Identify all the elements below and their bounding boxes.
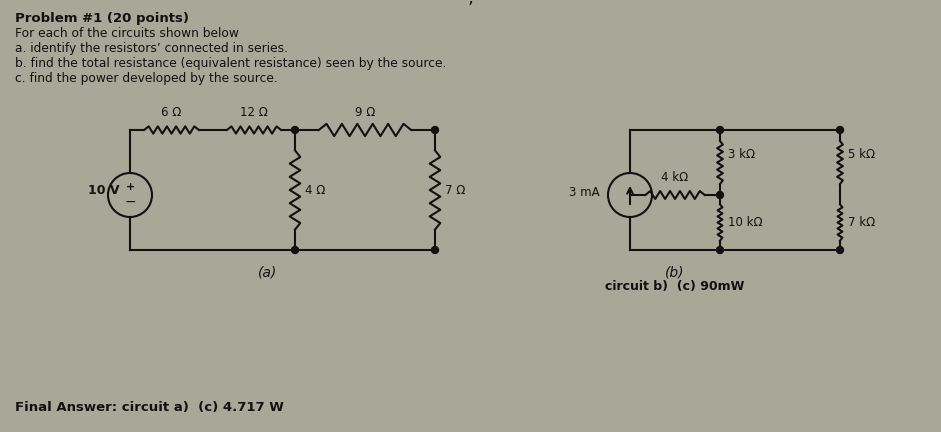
Circle shape [432,127,439,133]
Circle shape [432,247,439,254]
Text: Problem #1 (20 points): Problem #1 (20 points) [15,12,189,25]
Text: +: + [126,182,136,192]
Circle shape [292,127,298,133]
Text: a. identify the resistors’ connected in series.: a. identify the resistors’ connected in … [15,42,288,55]
Text: 12 Ω: 12 Ω [240,106,268,119]
Text: 10 kΩ: 10 kΩ [728,216,762,229]
Circle shape [716,127,724,133]
Text: 3 mA: 3 mA [569,187,600,200]
Circle shape [837,127,843,133]
Text: 6 Ω: 6 Ω [161,106,182,119]
Text: 5 kΩ: 5 kΩ [848,148,875,161]
Text: 9 Ω: 9 Ω [355,106,375,119]
Text: −: − [124,195,136,209]
Text: Final Answer: circuit a)  (c) 4.717 W: Final Answer: circuit a) (c) 4.717 W [15,401,284,414]
Text: 7 Ω: 7 Ω [445,184,466,197]
Text: 7 kΩ: 7 kΩ [848,216,875,229]
Text: 4 Ω: 4 Ω [305,184,326,197]
Text: (b): (b) [665,265,685,279]
Text: 4 kΩ: 4 kΩ [662,171,689,184]
Circle shape [837,247,843,254]
Text: circuit b)  (c) 90mW: circuit b) (c) 90mW [605,280,744,293]
Text: c. find the power developed by the source.: c. find the power developed by the sourc… [15,72,278,85]
Text: (a): (a) [259,265,278,279]
Circle shape [716,191,724,198]
Text: For each of the circuits shown below: For each of the circuits shown below [15,27,239,40]
Text: 10 V: 10 V [88,184,120,197]
Text: ’: ’ [467,0,473,18]
Circle shape [292,247,298,254]
Circle shape [716,247,724,254]
Text: 3 kΩ: 3 kΩ [728,148,755,161]
Text: b. find the total resistance (equivalent resistance) seen by the source.: b. find the total resistance (equivalent… [15,57,446,70]
